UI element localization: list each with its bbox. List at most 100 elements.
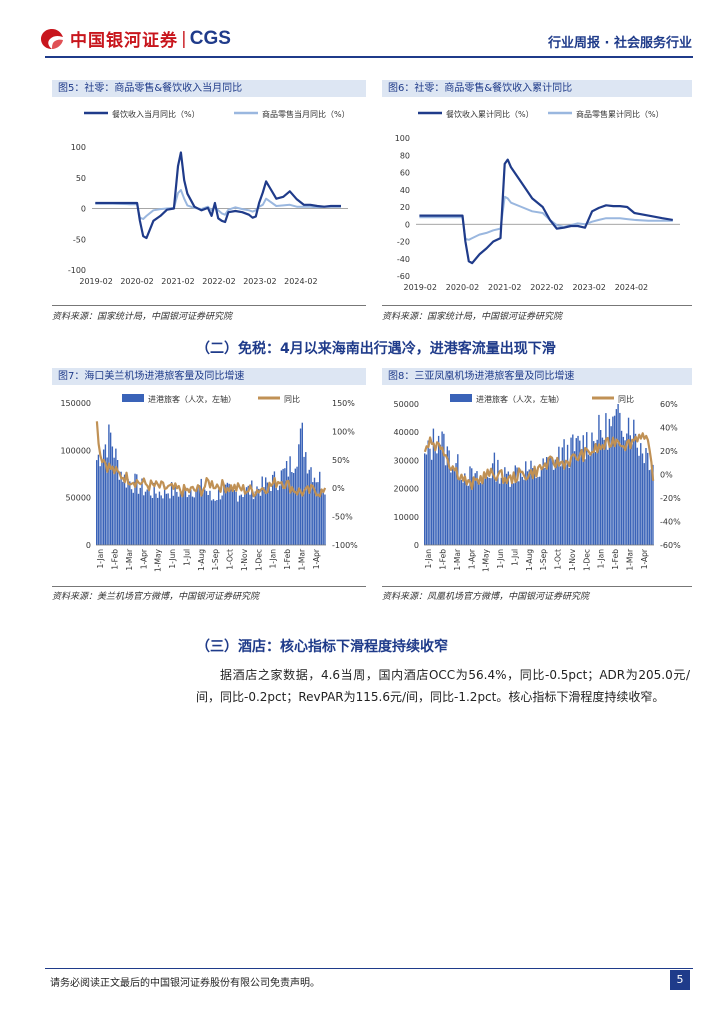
x-tick-label: 2023-02 bbox=[572, 283, 605, 292]
fig6-source: 资料来源：国家统计局，中国银河证券研究院 bbox=[382, 312, 563, 322]
bar bbox=[258, 488, 260, 545]
bar bbox=[441, 431, 443, 545]
bar bbox=[278, 485, 281, 545]
bar bbox=[603, 439, 605, 545]
legend-label-1: 进港旅客（人次，左轴） bbox=[148, 394, 236, 404]
bar bbox=[598, 414, 600, 545]
bar bbox=[200, 478, 202, 545]
bar bbox=[317, 482, 319, 545]
bar bbox=[505, 473, 508, 545]
x-tick-label: 1-Jan bbox=[269, 549, 278, 569]
bar bbox=[268, 484, 270, 545]
bar bbox=[111, 446, 114, 545]
bar bbox=[156, 497, 159, 545]
bar bbox=[525, 461, 527, 545]
bar bbox=[163, 486, 166, 545]
y-tick-label: 50 bbox=[76, 174, 86, 183]
fig6-source-divider bbox=[382, 305, 692, 306]
bar bbox=[127, 478, 129, 545]
bar bbox=[565, 464, 567, 545]
y-right-tick-label: -100% bbox=[332, 541, 358, 550]
bar bbox=[528, 469, 530, 545]
y-tick-label: 80 bbox=[400, 151, 410, 160]
bar bbox=[596, 439, 598, 545]
bar bbox=[584, 459, 586, 545]
y-left-tick-label: 50000 bbox=[394, 400, 419, 409]
bar bbox=[97, 454, 100, 545]
x-tick-label: 2021-02 bbox=[488, 283, 521, 292]
footer-divider bbox=[45, 968, 693, 969]
bar bbox=[462, 482, 464, 545]
bar bbox=[436, 453, 438, 545]
bar bbox=[270, 491, 272, 545]
bar bbox=[650, 469, 652, 545]
x-tick-label: 1-Feb bbox=[111, 549, 120, 570]
bar bbox=[296, 466, 298, 545]
x-tick-label: 2020-02 bbox=[120, 277, 153, 286]
bar bbox=[455, 463, 457, 545]
x-tick-label: 1-Mar bbox=[297, 548, 306, 571]
brand-separator: | bbox=[181, 28, 187, 49]
bar bbox=[615, 409, 618, 545]
bar bbox=[561, 447, 564, 545]
bar bbox=[425, 454, 428, 545]
bar bbox=[193, 497, 195, 545]
x-tick-label: 1-Apr bbox=[640, 548, 649, 569]
bar bbox=[640, 443, 642, 545]
bar bbox=[134, 473, 136, 545]
bar bbox=[610, 426, 612, 545]
bar bbox=[638, 455, 640, 545]
legend-swatch-1 bbox=[450, 394, 472, 402]
bar bbox=[629, 435, 631, 545]
x-tick-label: 1-Sep bbox=[211, 549, 220, 571]
bar bbox=[641, 453, 644, 545]
bar bbox=[207, 495, 209, 545]
bar bbox=[165, 493, 168, 545]
y-right-tick-label: 40% bbox=[660, 424, 678, 433]
bar bbox=[148, 487, 150, 545]
y-tick-label: 20 bbox=[400, 203, 410, 212]
bar bbox=[566, 444, 569, 545]
y-tick-label: -100 bbox=[68, 266, 86, 275]
y-tick-label: 0 bbox=[81, 205, 86, 214]
bar bbox=[320, 488, 323, 545]
bar bbox=[120, 471, 122, 545]
bar bbox=[289, 456, 291, 545]
bar bbox=[113, 457, 115, 545]
bar bbox=[444, 465, 447, 545]
bar bbox=[593, 441, 595, 545]
y-left-tick-label: 0 bbox=[86, 541, 91, 550]
y-right-tick-label: -60% bbox=[660, 541, 681, 550]
bar bbox=[509, 486, 511, 545]
fig6-title: 图6：社零：商品零售&餐饮收入累计同比 bbox=[382, 80, 692, 97]
bar bbox=[643, 463, 645, 545]
bar bbox=[169, 498, 171, 545]
bar bbox=[285, 461, 288, 545]
bar bbox=[176, 491, 178, 545]
x-tick-label: 2021-02 bbox=[161, 277, 194, 286]
fig8-chart: 进港旅客（人次，左轴） 同比 50000 40000 30000 20000 10000 0 6… bbox=[394, 394, 681, 572]
bar bbox=[606, 449, 609, 545]
bar bbox=[202, 491, 204, 545]
x-tick-label: 1-Aug bbox=[197, 549, 206, 571]
bar bbox=[619, 412, 621, 545]
fig8-title: 图8：三亚凤凰机场进港旅客量及同比增速 bbox=[382, 368, 692, 385]
bar bbox=[266, 482, 269, 545]
y-left-tick-label: 150000 bbox=[60, 399, 91, 408]
bar bbox=[151, 498, 154, 545]
bar bbox=[627, 417, 630, 545]
bar bbox=[514, 465, 516, 545]
bar bbox=[437, 435, 440, 545]
brand-logo: 中国银河证券 | CGS bbox=[40, 26, 231, 51]
y-right-tick-label: -50% bbox=[332, 513, 353, 522]
y-tick-label: 100 bbox=[395, 134, 410, 143]
x-tick-label: 1-Jun bbox=[168, 549, 177, 569]
fig6-chart: 餐饮收入累计同比（%） 商品零售累计同比（%） 100 80 60 40 20 0 -20 -40… bbox=[395, 109, 680, 292]
bar bbox=[465, 484, 468, 545]
bar bbox=[484, 476, 487, 545]
bar bbox=[205, 491, 208, 545]
x-tick-label: 1-Sep bbox=[539, 549, 548, 571]
bar bbox=[216, 500, 218, 545]
bar bbox=[549, 456, 551, 545]
x-tick-label: 2023-02 bbox=[243, 277, 276, 286]
